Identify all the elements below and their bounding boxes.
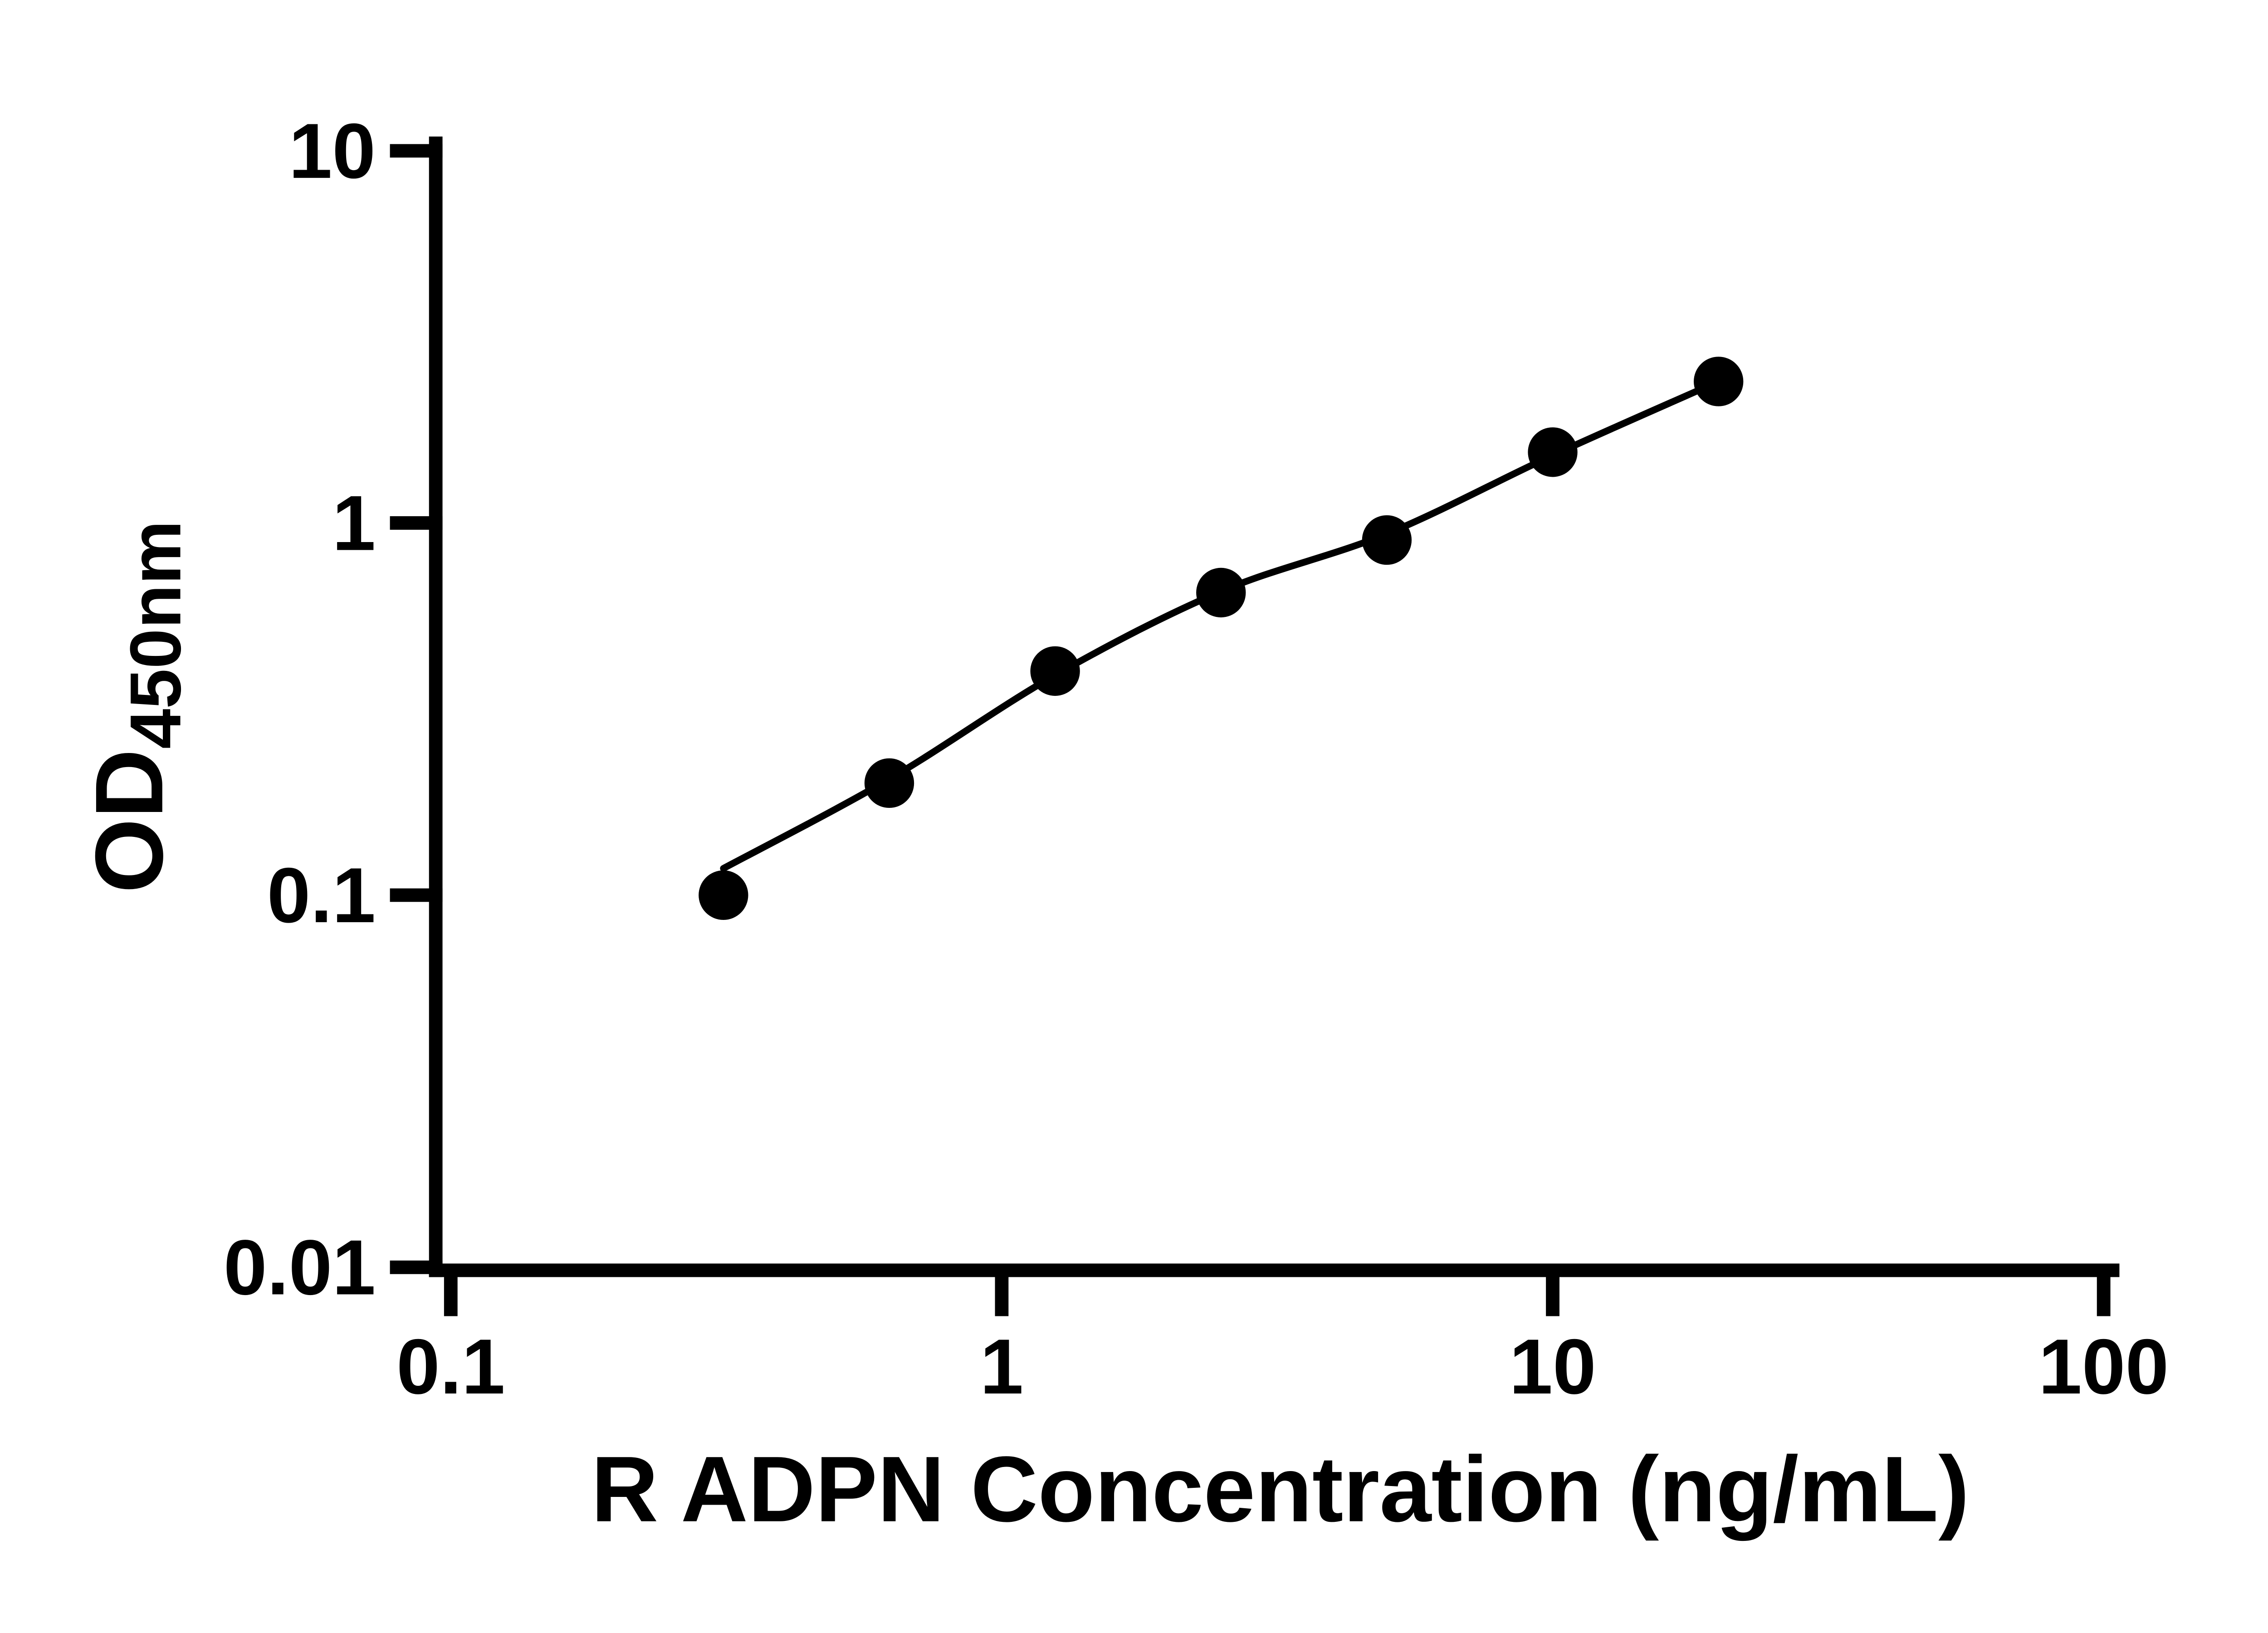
data-point <box>1030 646 1080 696</box>
y-axis-title-sub: 450nm <box>115 520 196 749</box>
x-tick-label: 100 <box>2038 1323 2169 1410</box>
data-point <box>1196 567 1246 618</box>
data-point <box>1362 515 1412 565</box>
y-tick-label: 1 <box>332 479 376 567</box>
y-axis-title-main: OD <box>75 749 183 893</box>
y-tick-label: 0.1 <box>267 851 376 939</box>
x-tick-label: 0.1 <box>396 1323 505 1410</box>
data-point <box>1694 357 1744 406</box>
y-tick-label: 10 <box>289 107 376 195</box>
data-point <box>1528 427 1578 477</box>
data-point <box>864 758 914 808</box>
x-axis-title: R ADPN Concentration (ng/mL) <box>591 1437 1970 1541</box>
y-tick-label: 0.01 <box>224 1223 376 1311</box>
x-tick-label: 10 <box>1509 1323 1596 1410</box>
y-axis-title: OD450nm <box>75 520 196 893</box>
data-point <box>699 870 748 920</box>
x-tick-label: 1 <box>980 1323 1024 1410</box>
